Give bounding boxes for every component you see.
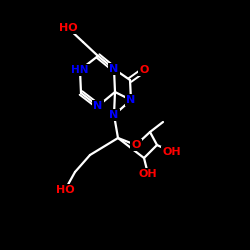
- Text: OH: OH: [163, 147, 181, 157]
- Text: N: N: [126, 95, 136, 105]
- Text: N: N: [110, 64, 119, 74]
- Text: HN: HN: [71, 65, 89, 75]
- Text: OH: OH: [139, 169, 157, 179]
- Text: O: O: [139, 65, 149, 75]
- Text: HO: HO: [56, 185, 74, 195]
- Text: N: N: [110, 110, 119, 120]
- Text: O: O: [131, 140, 141, 150]
- Text: N: N: [94, 101, 103, 111]
- Text: HO: HO: [59, 23, 77, 33]
